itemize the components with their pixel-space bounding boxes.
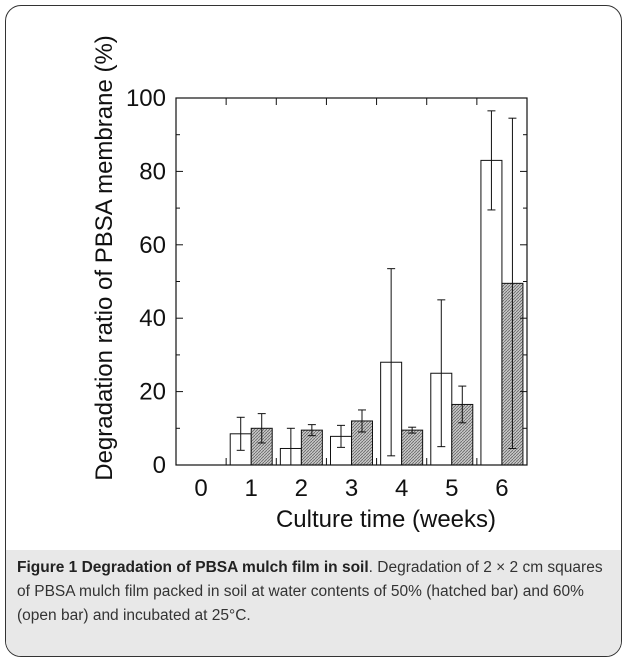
x-tick-label-4: 4 (395, 475, 408, 502)
caption-title: Figure 1 Degradation of PBSA mulch film … (17, 559, 369, 576)
figure-frame (5, 5, 622, 657)
x-tick-label-2: 2 (295, 475, 308, 502)
y-tick-label-40: 40 (139, 305, 166, 332)
bar-chart: 0 20 40 60 80 100 0 1 2 3 4 5 6 Culture time (weeks)… (91, 35, 528, 533)
y-tick-label-100: 100 (126, 85, 166, 112)
y-tick-label-60: 60 (139, 232, 166, 259)
x-axis-label: Culture time (weeks) (276, 506, 496, 533)
y-tick-label-80: 80 (139, 158, 166, 185)
y-axis-label: Degradation ratio of PBSA membrane (%) (91, 35, 118, 481)
bar-hatched-week-4 (401, 429, 424, 466)
x-tick-label-6: 6 (495, 475, 508, 502)
chart: 0 20 40 60 80 100 0 1 2 3 4 5 6 Culture time (weeks)… (91, 35, 528, 533)
figure-caption: Figure 1 Degradation of PBSA mulch film … (17, 556, 613, 628)
caption-background (6, 550, 621, 656)
y-tick-label-20: 20 (139, 379, 166, 406)
caption-text: . Degradation of 2 × 2 cm squares of PBS… (17, 559, 603, 624)
x-tick-label-1: 1 (245, 475, 258, 502)
x-tick-label-3: 3 (345, 475, 358, 502)
y-tick-label-0: 0 (153, 452, 166, 479)
x-tick-label-5: 5 (445, 475, 458, 502)
x-tick-label-0: 0 (194, 475, 207, 502)
plot-area-frame (175, 97, 528, 466)
